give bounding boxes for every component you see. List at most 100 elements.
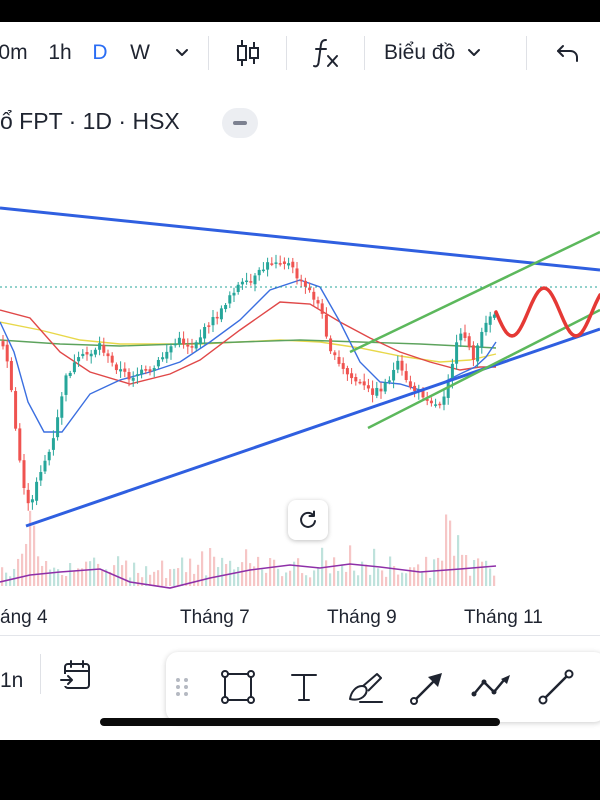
price-chart[interactable] bbox=[0, 22, 600, 635]
candle-body bbox=[253, 275, 257, 285]
candle-body bbox=[308, 287, 312, 291]
volume-bar bbox=[85, 561, 88, 586]
chart-style-button[interactable] bbox=[228, 22, 268, 84]
candle-body bbox=[135, 374, 139, 377]
candle-body bbox=[282, 261, 286, 264]
interval-w[interactable]: W bbox=[130, 41, 150, 64]
volume-bar bbox=[373, 548, 376, 586]
candle-body bbox=[1, 341, 5, 347]
range-1n-button[interactable]: 1n bbox=[0, 669, 24, 692]
candle-body bbox=[98, 343, 102, 350]
interval-1h[interactable]: 1h bbox=[48, 41, 72, 64]
volume-bar bbox=[25, 543, 28, 586]
volume-bar bbox=[249, 563, 252, 586]
volume-bar bbox=[301, 573, 304, 586]
candle-body bbox=[119, 369, 123, 372]
volume-bar bbox=[437, 557, 440, 586]
volume-bar bbox=[337, 570, 340, 586]
candle-body bbox=[114, 364, 118, 371]
candle-body bbox=[383, 382, 387, 392]
candle-body bbox=[480, 331, 484, 348]
volume-bar bbox=[165, 577, 168, 586]
volume-bar bbox=[493, 575, 496, 586]
volume-bar bbox=[109, 571, 112, 586]
volume-bar bbox=[365, 564, 368, 586]
drawing-tools-panel bbox=[166, 652, 600, 722]
volume-bar bbox=[457, 535, 460, 586]
candle-body bbox=[140, 369, 144, 375]
volume-bar bbox=[89, 561, 92, 586]
volume-bar bbox=[97, 563, 100, 586]
path-tool[interactable] bbox=[470, 665, 514, 709]
volume-bar bbox=[341, 564, 344, 586]
volume-bar bbox=[141, 577, 144, 586]
volume-bar bbox=[253, 566, 256, 586]
chart-type-dropdown[interactable]: Biểu đồ bbox=[384, 22, 504, 84]
volume-bar bbox=[237, 566, 240, 586]
volume-bar bbox=[257, 556, 260, 586]
candle-body bbox=[203, 327, 207, 339]
candle-body bbox=[68, 372, 72, 377]
indicator-fx-icon bbox=[313, 39, 338, 68]
candle-body bbox=[295, 268, 299, 279]
arrow-tool[interactable] bbox=[406, 665, 450, 709]
volume-bar bbox=[309, 577, 312, 586]
volume-bar bbox=[281, 576, 284, 586]
volume-bar bbox=[305, 575, 308, 586]
candle-body bbox=[303, 280, 307, 287]
toolbar-divider bbox=[208, 36, 209, 70]
candle-body bbox=[228, 295, 232, 304]
volume-bar bbox=[37, 556, 40, 586]
candle-body bbox=[375, 387, 379, 396]
volume-bar bbox=[441, 560, 444, 586]
trend-line-icon bbox=[538, 669, 574, 705]
volume-bar bbox=[145, 566, 148, 586]
volume-bar bbox=[489, 568, 492, 586]
interval-dropdown-button[interactable] bbox=[168, 22, 196, 84]
indicators-button[interactable] bbox=[306, 22, 346, 84]
volume-bar bbox=[465, 555, 468, 586]
candle-body bbox=[194, 342, 198, 349]
volume-bar bbox=[297, 558, 300, 586]
interval-d[interactable]: D bbox=[92, 41, 108, 64]
candle-body bbox=[429, 400, 433, 404]
x-tick-label: Tháng 9 bbox=[327, 607, 397, 628]
candle-body bbox=[93, 349, 97, 355]
rectangle-tool[interactable] bbox=[216, 665, 260, 709]
candle-body bbox=[337, 356, 341, 364]
volume-bar bbox=[177, 568, 180, 586]
chart-type-label: Biểu đồ bbox=[384, 41, 456, 64]
candle-body bbox=[198, 337, 202, 345]
candle-body bbox=[177, 337, 181, 345]
brush-tool[interactable] bbox=[344, 665, 388, 709]
volume-bar bbox=[149, 574, 152, 586]
rectangle-icon bbox=[221, 670, 255, 704]
volume-bar bbox=[473, 560, 476, 586]
interval-0m[interactable]: 0m bbox=[0, 41, 28, 64]
volume-bar bbox=[213, 556, 216, 586]
volume-bar bbox=[173, 568, 176, 586]
candle-body bbox=[350, 373, 354, 379]
volume-bar bbox=[161, 560, 164, 586]
text-icon bbox=[291, 674, 317, 701]
undo-button[interactable] bbox=[548, 22, 588, 84]
volume-bar bbox=[409, 567, 412, 586]
trend-line-upper bbox=[0, 206, 600, 272]
reset-chart-button[interactable] bbox=[288, 500, 328, 540]
candle-body bbox=[215, 316, 219, 319]
candle-body bbox=[123, 368, 127, 372]
candle-body bbox=[316, 300, 320, 304]
candle-body bbox=[278, 263, 282, 265]
panel-drag-handle[interactable] bbox=[168, 665, 196, 709]
volume-bar bbox=[429, 577, 432, 586]
ma-long-line bbox=[0, 339, 497, 349]
candle-body bbox=[110, 355, 114, 363]
trend-line-tool[interactable] bbox=[534, 665, 578, 709]
toolbar-divider bbox=[364, 36, 365, 70]
candle-body bbox=[257, 269, 261, 276]
text-tool[interactable] bbox=[282, 665, 326, 709]
candle-body bbox=[392, 369, 396, 381]
candle-body bbox=[425, 398, 429, 401]
collapse-legend-button[interactable] bbox=[222, 108, 258, 138]
date-range-button[interactable] bbox=[56, 656, 96, 696]
